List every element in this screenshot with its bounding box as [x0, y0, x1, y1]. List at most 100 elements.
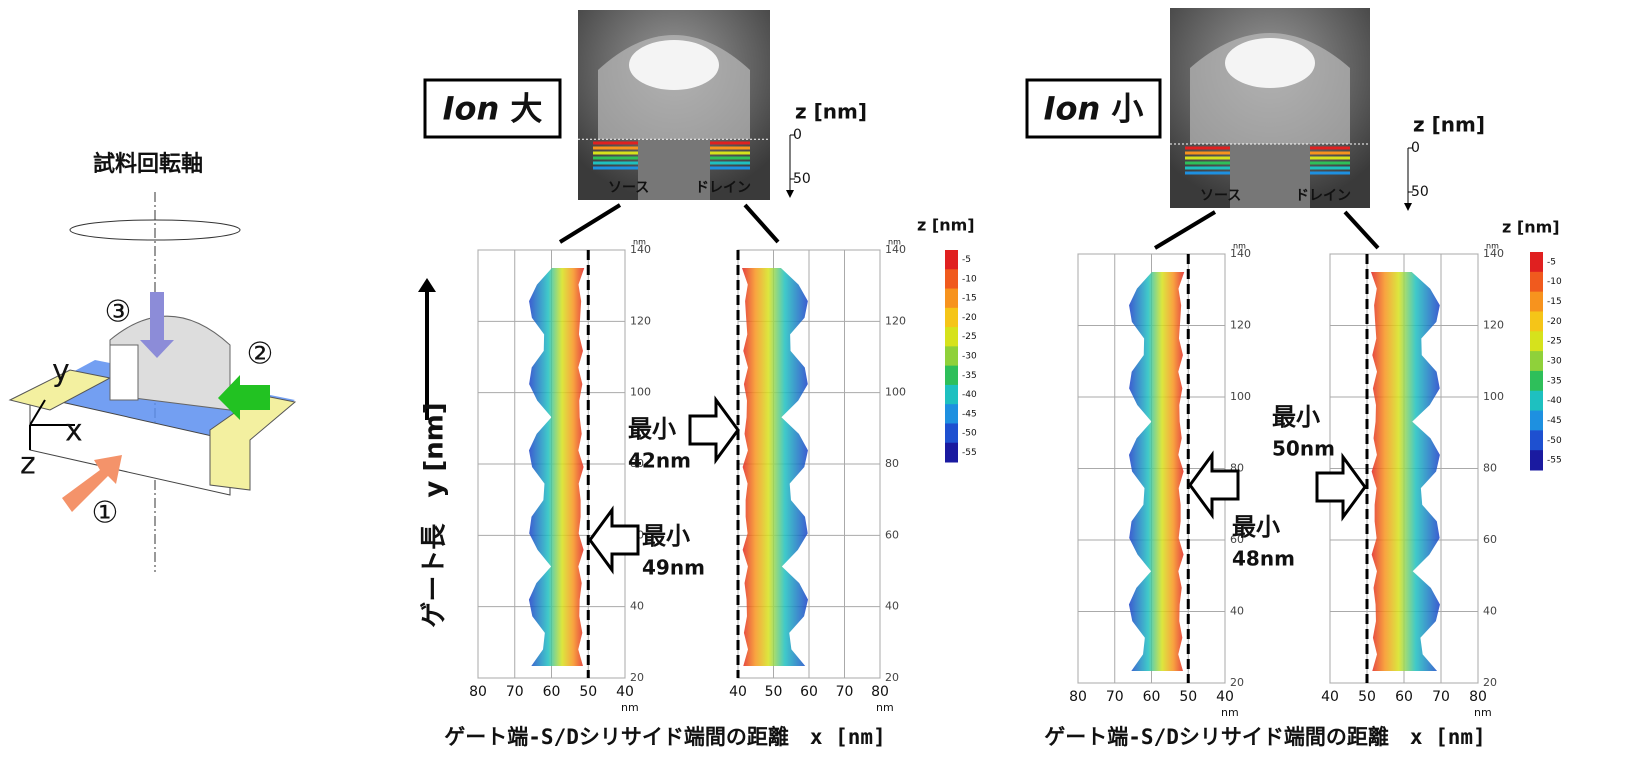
pointer-arrow [560, 205, 620, 242]
axis-label: x [65, 414, 83, 449]
x-tick-label: 40 [729, 684, 747, 700]
y-tick-label: 100 [1483, 390, 1504, 403]
x-tick-label: 70 [506, 684, 524, 700]
min-label: 最小 [642, 522, 690, 550]
colorbar-swatch [1530, 371, 1543, 391]
x-tick-label: 40 [616, 684, 634, 700]
min-label: 最小 [1232, 513, 1280, 541]
panel-label: Ion 大 [443, 90, 543, 128]
x-axis-title: ゲート端-S/Dシリサイド端間の距離 x [nm] [1044, 725, 1485, 749]
label-size: 小 [1111, 90, 1143, 128]
x-tick-label: 80 [871, 684, 889, 700]
x-tick-label: 60 [1143, 689, 1161, 705]
y-axis-title: ゲート長 y [nm] [420, 402, 450, 627]
colorbar-tick: -55 [1547, 456, 1562, 466]
y-tick-label: 20 [630, 671, 644, 684]
unit-label: nm [876, 701, 894, 714]
z-axis-title: z [nm] [1413, 113, 1485, 137]
diagram-title: 試料回転軸 [93, 151, 203, 177]
z-tick-label: 0 [1411, 140, 1420, 156]
colorbar-tick: -15 [1547, 297, 1562, 307]
y-tick-label: 100 [1230, 390, 1251, 403]
y-tick-label: 20 [1230, 676, 1244, 689]
colorbar-tick: -20 [962, 313, 977, 323]
y-tick-label: 60 [1483, 533, 1497, 546]
y-tick-label: 40 [630, 600, 644, 613]
min-label: 最小 [628, 415, 676, 443]
label-ion: Ion [1044, 90, 1101, 128]
x-tick-label: 70 [1432, 689, 1450, 705]
colorbar-tick: -10 [962, 274, 977, 284]
y-tick-label: 80 [885, 457, 899, 470]
rotation-diagram: 試料回転軸 y x z ③ ② ① [10, 151, 295, 572]
colorbar-tick: -50 [962, 429, 977, 439]
colorbar-swatch [945, 289, 958, 309]
colorbar-tick: -55 [962, 448, 977, 458]
tem-silicide [629, 40, 719, 90]
unit-label: nm [888, 238, 901, 247]
z-axis-head [1404, 203, 1412, 211]
z-tick-label: 50 [793, 171, 811, 187]
y-arrow-head [418, 278, 436, 292]
colorbar-swatch [1530, 252, 1543, 272]
colorbar-tick: -40 [962, 390, 977, 400]
y-tick-label: 20 [885, 671, 899, 684]
colorbar-swatch [945, 269, 958, 289]
pointer-arrow [1345, 212, 1378, 248]
x-tick-label: 50 [1358, 689, 1376, 705]
colorbar-swatch [1530, 430, 1543, 450]
y-tick-label: 120 [1230, 319, 1251, 332]
colorbar-swatch [945, 423, 958, 443]
tem-label: ドレイン [1295, 188, 1351, 204]
x-tick-label: 60 [800, 684, 818, 700]
label-ion: Ion [443, 90, 500, 128]
min-value: 49nm [642, 556, 705, 580]
y-tick-label: 120 [885, 314, 906, 327]
colorbar-swatch [945, 250, 958, 270]
x-tick-label: 40 [1216, 689, 1234, 705]
y-tick-label: 100 [630, 386, 651, 399]
colorbar-swatch [945, 327, 958, 347]
colorbar-tick: -20 [1547, 317, 1562, 327]
y-tick-label: 120 [1483, 319, 1504, 332]
axis-label: y [52, 354, 70, 389]
min-value: 48nm [1232, 547, 1295, 571]
z-axis-head [786, 190, 794, 198]
colorbar-tick: -30 [962, 352, 977, 362]
y-tick-label: 20 [1483, 676, 1497, 689]
unit-label: nm [621, 701, 639, 714]
min-arrow [690, 400, 738, 460]
x-tick-label: 50 [765, 684, 783, 700]
colorbar-tick: -50 [1547, 436, 1562, 446]
colorbar-tick: -40 [1547, 396, 1562, 406]
x-tick-label: 80 [1469, 689, 1487, 705]
y-tick-label: 80 [1483, 462, 1497, 475]
panel-label: Ion 小 [1044, 90, 1144, 128]
colorbar-swatch [945, 308, 958, 328]
x-tick-label: 60 [543, 684, 561, 700]
tem-label: ソース [608, 180, 649, 196]
y-tick-label: 100 [885, 386, 906, 399]
colorbar-swatch [945, 346, 958, 366]
x-tick-label: 50 [1179, 689, 1197, 705]
colorbar-tick: -35 [1547, 376, 1562, 386]
colorbar-tick: -5 [1547, 257, 1556, 267]
y-tick-label: 40 [885, 600, 899, 613]
colorbar-tick: -25 [962, 332, 977, 342]
colorbar-tick: -45 [1547, 416, 1562, 426]
y-tick-label: 60 [885, 528, 899, 541]
colorbar-swatch [945, 366, 958, 386]
colorbar-tick: -25 [1547, 337, 1562, 347]
colorbar-swatch [1530, 351, 1543, 371]
colorbar-tick: -45 [962, 409, 977, 419]
unit-label: nm [633, 238, 646, 247]
min-value: 42nm [628, 449, 691, 473]
y-tick-label: 40 [1230, 605, 1244, 618]
colorbar-swatch [1530, 331, 1543, 351]
tem-label: ドレイン [695, 180, 751, 196]
unit-label: nm [1474, 706, 1492, 719]
colorbar-tick: -10 [1547, 277, 1562, 287]
unit-label: nm [1233, 242, 1246, 251]
x-tick-label: 70 [1106, 689, 1124, 705]
view-label: ① [92, 496, 119, 531]
